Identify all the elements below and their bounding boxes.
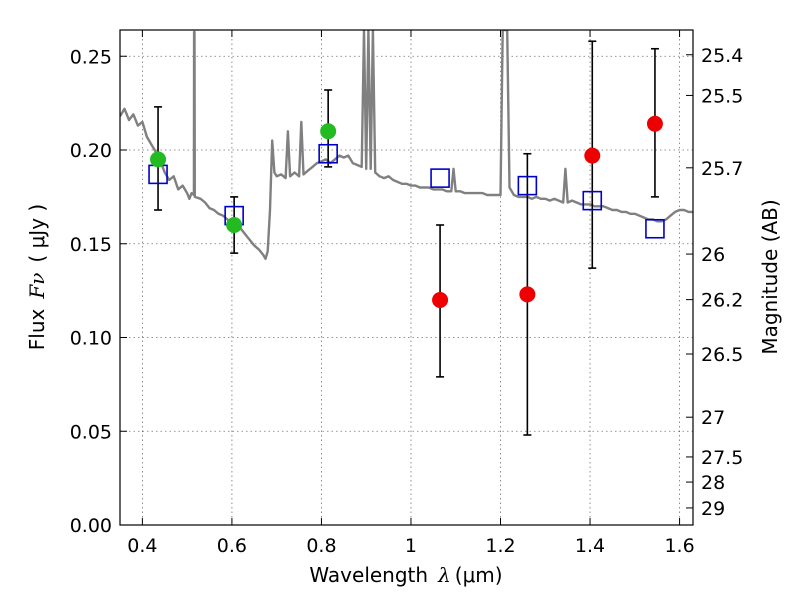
model-photometry-square [582,190,603,211]
y-tick-label: 0.00 [70,515,112,537]
plot-frame [119,29,694,526]
observed-flux-point [432,292,449,308]
x-tick-label: 1.4 [575,535,605,557]
x-tick-label: 1 [405,535,417,557]
observed-flux-point [584,147,601,164]
x-tick-label: 0.4 [127,535,157,557]
magnitude-tick-label: 27.5 [701,447,743,469]
x-axis-title: Wavelength λ (μm) [309,563,502,587]
x-tick-label: 1.2 [485,535,515,557]
observed-flux-point [150,151,167,168]
tick-labels: 0.4 0.6 0.8 1 1.2 1.4 1.6 0.00 0.05 0.10 0.15 0.20 0… [70,45,744,557]
y-axis-title: FluxFν( μJy ) [25,204,49,350]
magnitude-tick-label: 25.4 [701,45,743,67]
x-tick-label: 0.8 [306,535,336,557]
magnitude-tick-label: 26.2 [701,290,743,312]
model-photometry-square [645,218,665,239]
y-tick-label: 0.25 [70,46,112,68]
model-photometry-square [430,168,450,188]
model-spectrum-layer [120,30,693,260]
y-tick-label: 0.20 [70,140,112,162]
magnitude-tick-label: 26.5 [701,344,743,366]
ticks [120,30,693,526]
y-tick-label: 0.10 [70,328,112,350]
magnitude-tick-label: 27 [701,407,725,429]
model-photometry-square [318,143,338,164]
magnitude-tick-label: 26 [701,244,725,266]
observed-flux-point [519,286,536,303]
observed-flux-point [320,123,337,140]
y2-axis-title: Magnitude (AB) [758,199,782,354]
x-tick-label: 0.6 [217,535,247,557]
plot-background [120,30,693,525]
magnitude-tick-label: 25.5 [701,85,743,107]
observed-flux-point [646,115,663,132]
model-photometry-square [517,175,538,196]
magnitude-tick-label: 28 [701,472,725,494]
y-tick-label: 0.15 [70,234,112,256]
y-tick-label: 0.05 [70,421,112,443]
observed-flux-point [226,217,243,233]
markers [148,115,665,308]
magnitude-tick-label: 29 [701,498,725,520]
magnitude-tick-label: 25.7 [701,158,743,180]
model-spectrum-line [120,30,693,260]
x-tick-label: 1.6 [664,535,694,557]
